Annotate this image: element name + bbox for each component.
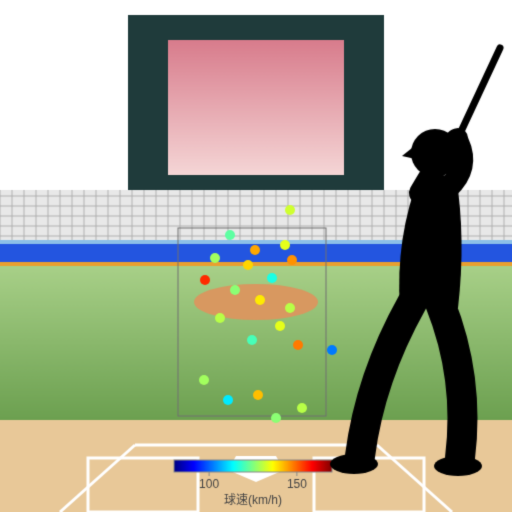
pitch-location-chart <box>0 0 512 512</box>
